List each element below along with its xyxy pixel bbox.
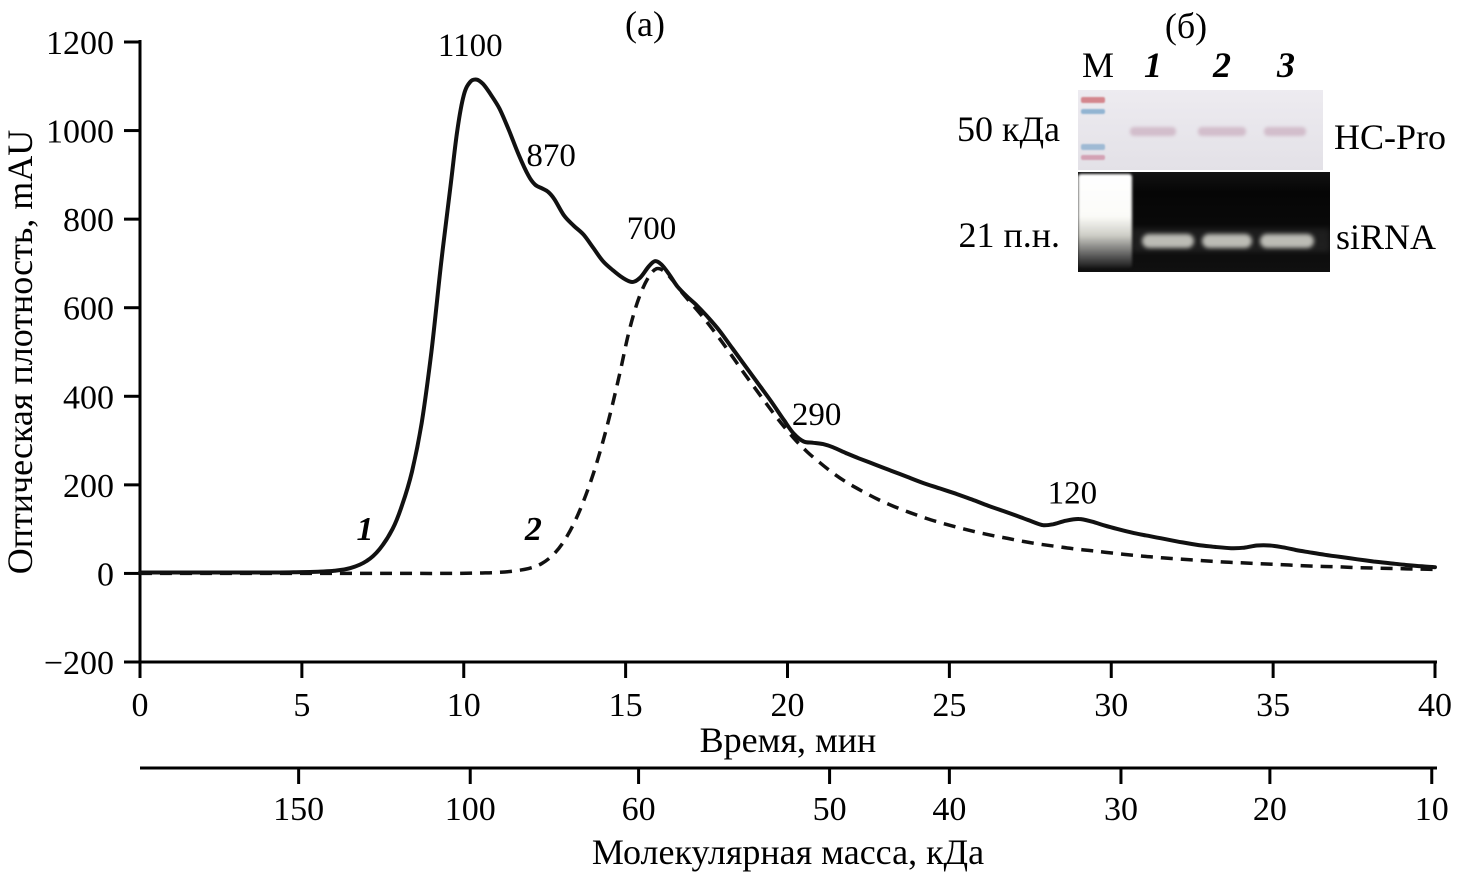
marker-lane-smear [1078, 174, 1132, 268]
x2-tick-label: 20 [1253, 791, 1287, 828]
x-tick-label: 35 [1256, 687, 1290, 724]
curve-1 [138, 77, 1437, 575]
x2-tick-label: 10 [1415, 791, 1449, 828]
x2-tick-label: 60 [622, 791, 656, 828]
gel-lane-label-2: 2 [1213, 45, 1231, 85]
sirna-band-lane2 [1202, 234, 1252, 248]
peak-annotation: 120 [1048, 475, 1098, 511]
peak-annotation: 700 [627, 211, 677, 247]
y-tick-label: 800 [63, 202, 114, 239]
gel-lane-label-1: 1 [1144, 45, 1162, 85]
x2-tick-label: 150 [273, 791, 324, 828]
marker-band-icon [1081, 155, 1105, 160]
marker-band-icon [1081, 97, 1105, 103]
western-blot-image [1078, 90, 1323, 170]
curve-number-label: 1 [357, 511, 374, 548]
peak-annotation: 290 [792, 397, 842, 433]
y-tick-label: 1000 [46, 114, 114, 151]
sirna-band-lane3 [1260, 234, 1314, 248]
x-tick-label: 0 [132, 687, 149, 724]
y-tick-label: 600 [63, 291, 114, 328]
hcpro-band-lane1 [1130, 127, 1176, 136]
gel-lane-label-M: M [1081, 45, 1115, 85]
blot-protein-label: HC-Pro [1334, 117, 1447, 157]
y-tick-label: −200 [44, 645, 114, 682]
gel-rna-label: siRNA [1336, 217, 1437, 257]
peak-annotations: 1100 870 700 290 120 [438, 28, 1097, 511]
y-axis-ticks: −200 0 200 400 600 800 1000 1200 [44, 25, 140, 682]
x-axis-ticks: 0 5 10 15 20 25 30 35 40 [132, 662, 1452, 724]
x-tick-label: 15 [609, 687, 643, 724]
x-tick-label: 40 [1418, 687, 1452, 724]
x2-tick-label: 50 [813, 791, 847, 828]
x-axis-title: Время, мин [700, 720, 877, 760]
sirna-band-lane1 [1142, 234, 1194, 248]
y-tick-label: 0 [97, 556, 114, 593]
y-axis-title: Оптическая плотность, mAU [0, 130, 40, 574]
x-tick-label: 5 [293, 687, 310, 724]
peak-annotation: 870 [526, 138, 576, 174]
y-tick-label: 200 [63, 468, 114, 505]
marker-band-icon [1081, 144, 1105, 150]
x2-tick-label: 40 [932, 791, 966, 828]
x-tick-label: 25 [932, 687, 966, 724]
x2-tick-label: 30 [1104, 791, 1138, 828]
peak-annotation: 1100 [438, 28, 503, 64]
curves [138, 77, 1437, 576]
hcpro-band-lane2 [1198, 127, 1246, 136]
y-tick-label: 400 [63, 379, 114, 416]
gel-lane-label-3: 3 [1277, 45, 1295, 85]
x2-tick-label: 100 [445, 791, 496, 828]
curve-number-label: 2 [524, 511, 542, 548]
panel-a-label: (а) [625, 4, 665, 44]
x-tick-label: 10 [447, 687, 481, 724]
secondary-x-axis-ticks: 150 100 60 50 40 30 20 10 [273, 768, 1449, 828]
y-tick-label: 1200 [46, 25, 114, 62]
x-tick-label: 20 [771, 687, 805, 724]
secondary-x-axis-title: Молекулярная масса, кДа [592, 832, 984, 872]
x-tick-label: 30 [1094, 687, 1128, 724]
curve-2 [139, 266, 1436, 576]
sirna-gel-image [1078, 172, 1330, 272]
panel-b-label: (б) [1165, 6, 1207, 46]
hcpro-band-lane3 [1264, 127, 1306, 136]
marker-band-icon [1081, 109, 1105, 114]
gel-size-label: 21 п.н. [958, 215, 1060, 255]
blot-size-label: 50 кДа [956, 109, 1060, 149]
